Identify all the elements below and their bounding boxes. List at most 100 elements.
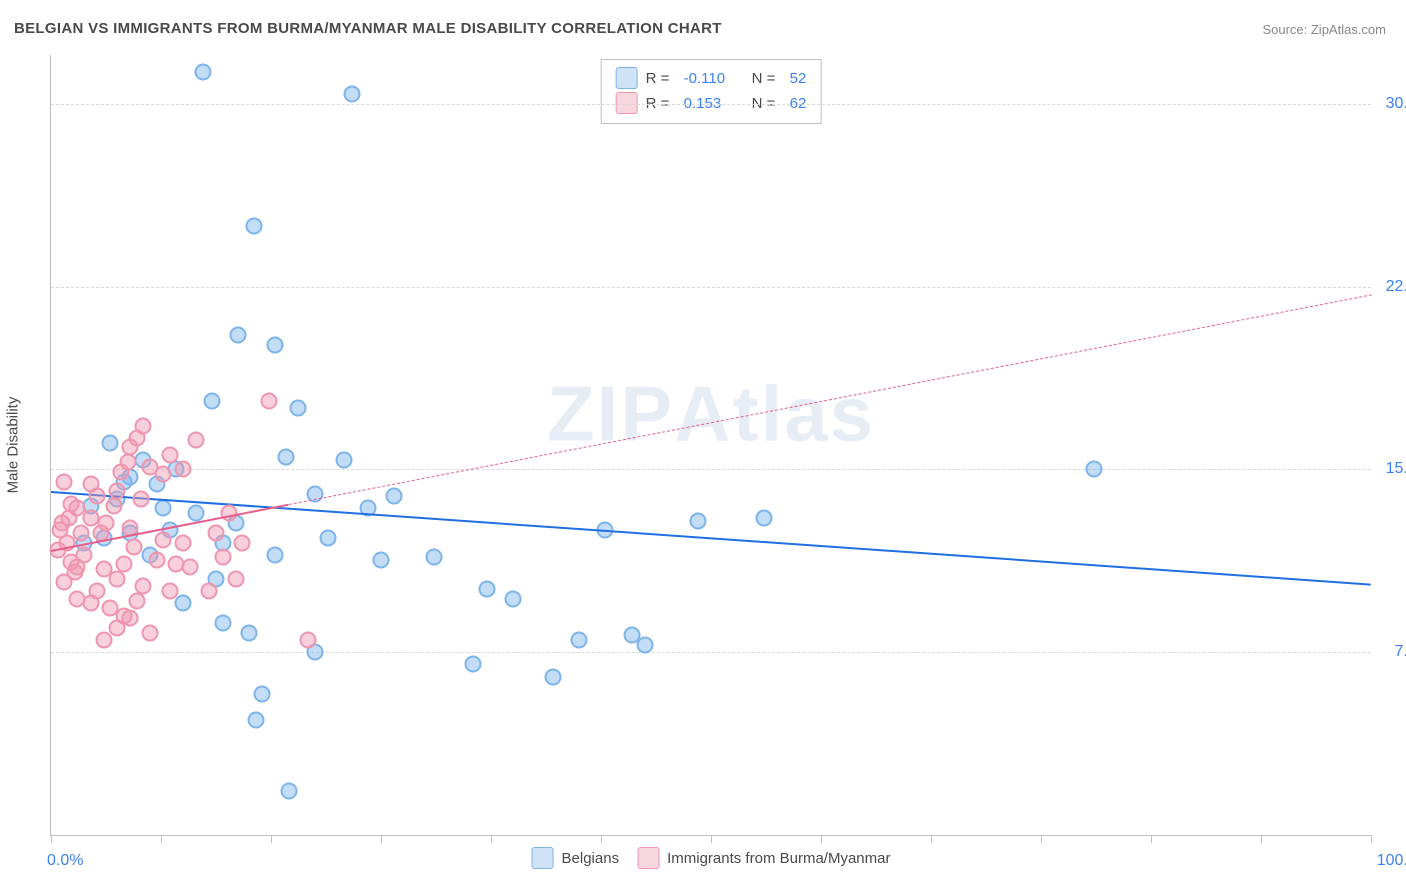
scatter-marker [175,534,192,551]
scatter-marker [544,668,561,685]
scatter-marker [386,488,403,505]
scatter-marker [277,449,294,466]
scatter-marker [227,571,244,588]
y-axis-title: Male Disability [5,397,22,494]
regression-line [288,294,1371,505]
scatter-marker [161,583,178,600]
y-tick-label: 30.0% [1386,95,1406,113]
scatter-marker [69,590,86,607]
source-attribution: Source: ZipAtlas.com [1262,22,1386,37]
scatter-marker [66,563,83,580]
scatter-marker [755,510,772,527]
gridline [51,287,1371,288]
scatter-marker [132,490,149,507]
scatter-marker [505,590,522,607]
scatter-marker [73,524,90,541]
scatter-marker [126,539,143,556]
legend-item-belgians: Belgians [532,847,620,869]
scatter-marker [61,510,78,527]
stat-label-R: R = [646,70,676,87]
legend-item-immigrants: Immigrants from Burma/Myanmar [637,847,890,869]
scatter-marker [89,488,106,505]
scatter-marker [637,636,654,653]
scatter-marker [241,624,258,641]
x-tick [1261,835,1262,843]
scatter-marker [1085,461,1102,478]
source-link[interactable]: ZipAtlas.com [1311,22,1386,37]
swatch-belgians [616,67,638,89]
stat-label-N: N = [752,70,782,87]
scatter-marker [188,505,205,522]
scatter-marker [336,451,353,468]
scatter-marker [214,614,231,631]
gridline [51,469,1371,470]
correlation-stats-box: R = -0.110 N = 52 R = 0.153 N = 62 [601,59,822,124]
scatter-marker [230,327,247,344]
scatter-marker [175,461,192,478]
swatch-immigrants [637,847,659,869]
x-tick [161,835,162,843]
scatter-marker [181,558,198,575]
stat-value-R-belgians: -0.110 [684,70,744,87]
source-prefix: Source: [1262,22,1310,37]
scatter-marker [425,549,442,566]
scatter-marker [478,580,495,597]
scatter-marker [135,417,152,434]
x-tick [51,835,52,843]
scatter-marker [214,549,231,566]
scatter-marker [109,483,126,500]
scatter-marker [106,497,123,514]
legend-label-immigrants: Immigrants from Burma/Myanmar [667,850,890,867]
scatter-marker [194,64,211,81]
scatter-marker [155,532,172,549]
scatter-marker [56,473,73,490]
stat-value-N-belgians: 52 [790,70,807,87]
legend-label-belgians: Belgians [562,850,620,867]
scatter-marker [148,551,165,568]
y-tick-label: 22.5% [1386,278,1406,296]
x-tick [931,835,932,843]
x-tick [711,835,712,843]
scatter-marker [142,624,159,641]
bottom-legend: Belgians Immigrants from Burma/Myanmar [532,847,891,869]
scatter-marker [267,337,284,354]
scatter-marker [188,432,205,449]
plot-area: ZIPAtlas Male Disability R = -0.110 N = … [50,55,1371,836]
scatter-marker [343,86,360,103]
x-tick-label-max: 100.0% [1377,852,1406,870]
y-tick-label: 7.5% [1395,643,1406,661]
scatter-marker [280,783,297,800]
y-tick-label: 15.0% [1386,460,1406,478]
scatter-marker [161,446,178,463]
chart-title: BELGIAN VS IMMIGRANTS FROM BURMA/MYANMAR… [14,20,722,37]
scatter-marker [95,632,112,649]
scatter-marker [260,393,277,410]
x-tick [491,835,492,843]
x-tick [1151,835,1152,843]
scatter-marker [122,610,139,627]
scatter-marker [254,685,271,702]
x-tick [381,835,382,843]
scatter-marker [246,217,263,234]
x-tick-label-min: 0.0% [47,852,83,870]
stats-row-belgians: R = -0.110 N = 52 [616,67,807,89]
scatter-marker [465,656,482,673]
scatter-marker [155,500,172,517]
scatter-marker [102,434,119,451]
watermark: ZIPAtlas [547,368,875,459]
gridline [51,652,1371,653]
scatter-marker [320,529,337,546]
scatter-marker [201,583,218,600]
x-tick [821,835,822,843]
x-tick [1371,835,1372,843]
scatter-marker [247,712,264,729]
scatter-marker [98,515,115,532]
scatter-marker [689,512,706,529]
scatter-marker [234,534,251,551]
x-tick [1041,835,1042,843]
scatter-marker [128,593,145,610]
scatter-marker [135,578,152,595]
scatter-marker [373,551,390,568]
scatter-marker [95,561,112,578]
swatch-belgians [532,847,554,869]
